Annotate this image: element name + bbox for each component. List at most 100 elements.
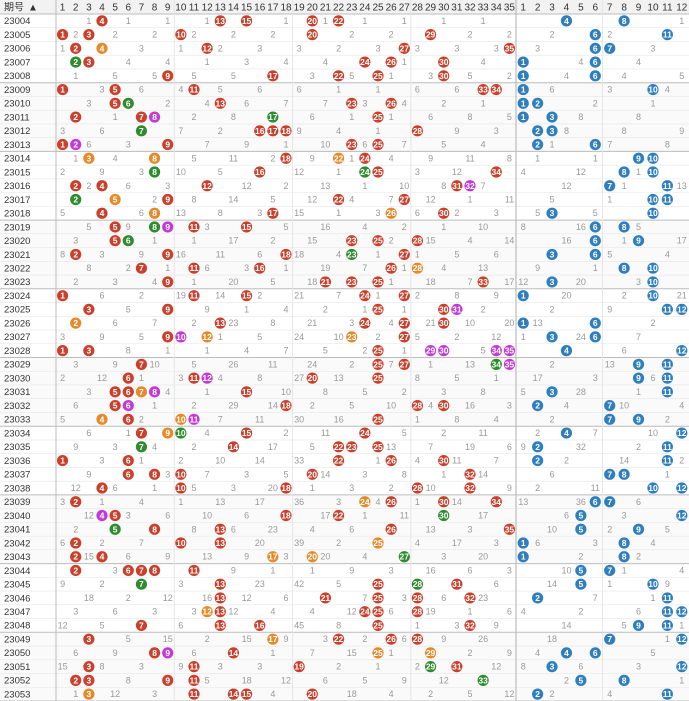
back-miss-value: 1 — [622, 181, 627, 191]
front-miss-value: 6 — [86, 140, 91, 150]
front-ball-number: 16 — [255, 126, 265, 136]
front-ball — [451, 661, 463, 673]
front-ball-number: 8 — [152, 387, 157, 397]
front-miss-value: 2 — [362, 634, 367, 644]
back-ball — [661, 303, 673, 316]
front-miss-value: 1 — [467, 194, 472, 204]
front-miss-value: 1 — [481, 16, 486, 26]
front-ball-number: 9 — [165, 304, 170, 314]
front-miss-value: 1 — [375, 249, 380, 259]
front-ball — [332, 152, 345, 164]
front-ball-number: 4 — [100, 16, 105, 26]
back-miss-value: 1 — [665, 634, 670, 644]
front-ball — [411, 606, 424, 618]
front-ball — [280, 125, 292, 137]
front-miss-value: 1 — [191, 277, 196, 287]
front-ball — [162, 138, 174, 151]
front-miss-value: 6 — [86, 428, 91, 438]
issue-label: 23005 — [4, 30, 30, 41]
back-miss-value: 2 — [636, 552, 641, 562]
front-ball — [398, 193, 410, 206]
front-ball — [83, 661, 95, 673]
header-front-26: 26 — [386, 3, 398, 14]
front-miss-value: 4 — [152, 442, 157, 452]
front-ball-number: 5 — [113, 401, 118, 411]
front-ball-number: 5 — [113, 511, 118, 521]
back-ball-number: 9 — [636, 414, 641, 424]
front-ball — [306, 15, 318, 27]
front-miss-value: 4 — [481, 57, 486, 67]
front-miss-value: 1 — [389, 71, 394, 81]
front-miss-value: 6 — [310, 112, 315, 122]
front-ball-number: 4 — [100, 483, 105, 493]
front-miss-value: 6 — [494, 579, 499, 589]
front-ball — [503, 523, 516, 535]
issue-label: 23007 — [4, 57, 30, 68]
issue-label: 23006 — [4, 44, 30, 55]
front-ball — [451, 180, 463, 192]
front-miss-value: 3 — [257, 662, 262, 672]
back-miss-value: 2 — [550, 30, 555, 40]
front-miss-value: 6 — [113, 607, 118, 617]
front-miss-value: 3 — [73, 236, 78, 246]
front-ball — [96, 551, 108, 563]
front-miss-value: 16 — [334, 414, 344, 424]
back-ball — [575, 523, 587, 535]
back-ball-number: 7 — [607, 43, 612, 53]
back-miss-value: 20 — [561, 291, 571, 301]
front-ball — [411, 262, 424, 274]
back-ball-number: 7 — [607, 181, 612, 191]
issue-label: 23013 — [4, 140, 30, 151]
front-ball — [372, 606, 384, 618]
front-miss-value: 10 — [215, 456, 225, 466]
front-miss-value: 6 — [139, 208, 144, 218]
back-ball — [604, 413, 616, 425]
header-front-28: 28 — [412, 3, 424, 14]
front-miss-value: 5 — [467, 689, 472, 699]
front-miss-value: 5 — [323, 346, 328, 356]
front-miss-value: 1 — [99, 497, 104, 507]
front-miss-value: 1 — [402, 16, 407, 26]
back-ball — [589, 56, 601, 68]
back-miss-value: 9 — [535, 263, 540, 273]
front-miss-value: 8 — [231, 112, 236, 122]
back-ball-number: 8 — [622, 552, 627, 562]
front-miss-value: 2 — [126, 593, 131, 603]
front-miss-value: 6 — [441, 593, 446, 603]
front-miss-value: 10 — [202, 511, 212, 521]
back-miss-value: 4 — [622, 71, 627, 81]
front-ball-number: 3 — [86, 346, 91, 356]
front-ball — [109, 235, 121, 247]
front-ball-number: 8 — [152, 167, 157, 177]
front-ball-number: 15 — [242, 387, 252, 397]
front-ball — [438, 317, 450, 329]
back-miss-value: 2 — [550, 304, 555, 314]
back-miss-value: 2 — [578, 552, 583, 562]
back-miss-value: 1 — [622, 236, 627, 246]
front-miss-value: 5 — [205, 675, 210, 685]
back-miss-value: 8 — [521, 222, 526, 232]
front-miss-value: 1 — [389, 277, 394, 287]
front-miss-value: 4 — [165, 387, 170, 397]
row-band — [0, 659, 689, 674]
issue-label: 23035 — [4, 442, 30, 453]
front-ball — [438, 345, 450, 357]
back-ball-number: 2 — [535, 442, 540, 452]
front-ball-number: 7 — [139, 263, 144, 273]
front-ball-number: 32 — [465, 483, 475, 493]
front-ball-number: 26 — [386, 634, 396, 644]
front-ball-number: 25 — [373, 620, 383, 630]
front-ball-number: 2 — [73, 318, 78, 328]
front-ball — [83, 303, 95, 316]
front-ball — [267, 633, 279, 645]
front-ball — [56, 29, 69, 41]
front-miss-value: 2 — [99, 538, 104, 548]
back-miss-value: 6 — [578, 662, 583, 672]
front-ball-number: 8 — [152, 153, 157, 163]
front-miss-value: 7 — [205, 140, 210, 150]
front-ball — [438, 399, 450, 412]
front-ball-number: 15 — [242, 689, 252, 699]
front-ball — [162, 248, 174, 261]
front-miss-value: 2 — [86, 181, 91, 191]
front-miss-value: 14 — [320, 469, 330, 479]
